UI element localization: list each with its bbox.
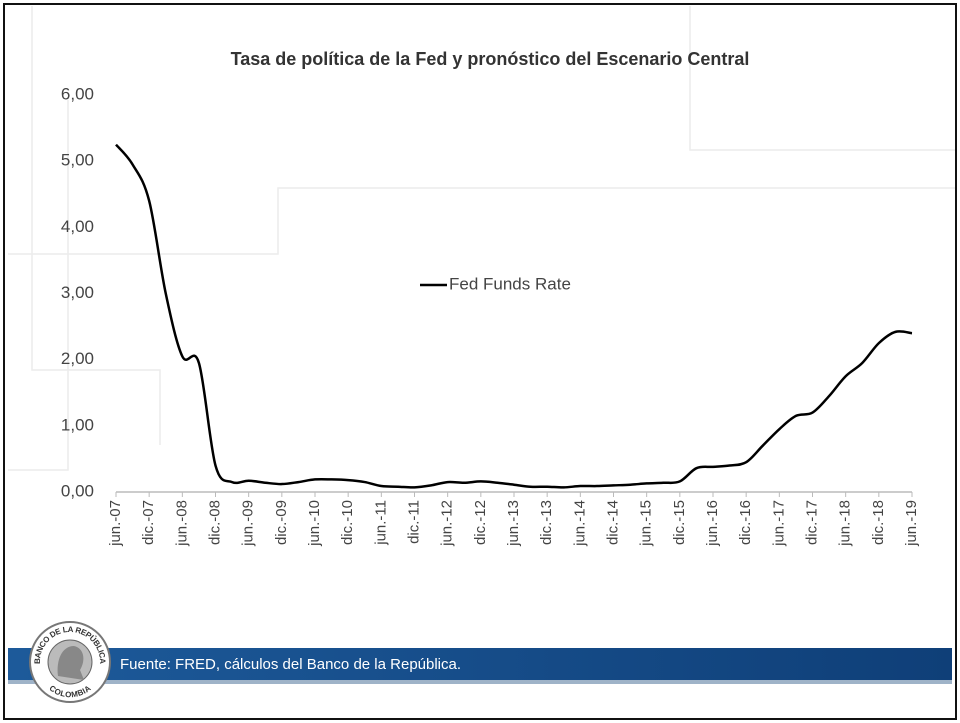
series-line [115, 143, 913, 489]
y-tick-label: 4,00 [61, 217, 94, 236]
x-tick-label: jun.-16 [704, 500, 721, 547]
slide-frame [3, 3, 957, 720]
x-tick-label: jun.-11 [372, 500, 389, 546]
x-tick-label: dic.-13 [538, 500, 555, 545]
x-tick-label: jun.-10 [306, 500, 323, 547]
x-tick-label: dic.-08 [206, 500, 223, 545]
footer-bar [8, 648, 952, 680]
x-tick-label: jun.-09 [240, 500, 257, 547]
legend-label: Fed Funds Rate [449, 274, 571, 293]
y-tick-label: 6,00 [61, 84, 94, 103]
x-tick-label: dic.-09 [273, 500, 290, 545]
x-tick-label: dic.-18 [870, 500, 887, 545]
x-tick-label: jun.-15 [638, 500, 655, 547]
x-tick-label: jun.-08 [173, 500, 190, 547]
plot: 0,00 1,00 2,00 3,00 4,00 5,00 6,00 jun.-07 dic.-… [61, 84, 920, 546]
y-tick-label: 3,00 [61, 283, 94, 302]
y-tick-label: 1,00 [61, 415, 94, 434]
footer-rule [8, 680, 952, 684]
x-tick-label: dic.-14 [604, 500, 621, 545]
x-tick-label: dic.-16 [737, 500, 754, 545]
x-tick-label: jun.-14 [571, 500, 588, 547]
x-tick-label: dic.-12 [472, 500, 489, 545]
x-tick-label: dic.-10 [339, 500, 356, 545]
x-tick-label: jun.-12 [439, 500, 456, 547]
x-tick-label: dic.-17 [803, 500, 820, 545]
x-tick-label: dic.-07 [140, 500, 157, 545]
x-tick-label: dic.-11 [405, 500, 422, 544]
x-tick-label: dic.-15 [671, 500, 688, 545]
x-tick-label: jun.-18 [837, 500, 854, 547]
y-tick-label: 5,00 [61, 151, 94, 170]
x-tick-label: jun.-13 [505, 500, 522, 547]
y-tick-label: 2,00 [61, 349, 94, 368]
x-tick-label: jun.-17 [770, 500, 787, 547]
source-note: Fuente: FRED, cálculos del Banco de la R… [120, 656, 461, 673]
logo: BANCO DE LA REPÚBLICA COLOMBIA [29, 621, 111, 703]
y-tick-label: 0,00 [61, 481, 94, 500]
background-lines [8, 6, 955, 471]
x-tick-label: jun.-07 [107, 500, 124, 547]
x-tick-label: jun.-19 [903, 500, 920, 547]
chart-title: Tasa de política de la Fed y pronóstico … [231, 49, 750, 69]
